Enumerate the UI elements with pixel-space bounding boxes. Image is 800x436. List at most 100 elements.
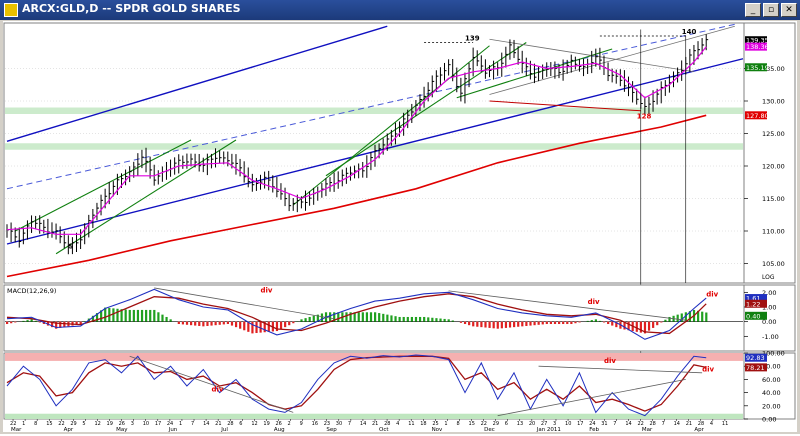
date-tick-label: 14 xyxy=(625,421,631,427)
macd-histogram-bar xyxy=(648,322,650,331)
macd-histogram-bar xyxy=(460,322,462,323)
month-label: Jul xyxy=(220,427,228,432)
price-axis-tick-label: 120.00 xyxy=(762,163,785,171)
macd-histogram-bar xyxy=(578,322,580,323)
macd-histogram-bar xyxy=(607,322,609,324)
macd-histogram-bar xyxy=(411,317,413,322)
macd-histogram-bar xyxy=(439,319,441,322)
price-annotation: 139 xyxy=(465,35,480,43)
macd-histogram-bar xyxy=(562,322,564,324)
month-label: Apr xyxy=(694,427,704,432)
macd-histogram-bar xyxy=(145,310,147,322)
stochastic-panel xyxy=(4,353,795,419)
macd-histogram-bar xyxy=(521,322,523,327)
macd-histogram-bar xyxy=(546,322,548,324)
stochastic-price-tag-label: 78.21 xyxy=(746,364,765,372)
macd-histogram-bar xyxy=(484,322,486,328)
date-tick-label: 15 xyxy=(46,421,52,427)
macd-axis-tick-label: -1.00 xyxy=(762,333,779,341)
macd-histogram-bar xyxy=(161,315,163,322)
app-icon[interactable] xyxy=(4,3,18,17)
month-label: Oct xyxy=(379,427,389,432)
stochastic-div-label: div xyxy=(211,385,223,393)
macd-histogram-bar xyxy=(382,314,384,322)
macd-histogram-bar xyxy=(423,317,425,322)
macd-histogram-bar xyxy=(39,322,41,323)
macd-histogram-bar xyxy=(137,310,139,322)
macd-histogram-bar xyxy=(542,322,544,325)
month-label: Feb xyxy=(589,427,599,432)
price-annotation: S xyxy=(68,243,73,251)
macd-histogram-bar xyxy=(415,317,417,322)
macd-histogram-bar xyxy=(202,322,204,327)
macd-histogram-bar xyxy=(133,310,135,322)
macd-histogram-bar xyxy=(603,322,605,323)
macd-histogram-bar xyxy=(300,319,302,321)
macd-histogram-bar xyxy=(558,322,560,324)
date-tick-label: 3 xyxy=(131,421,134,427)
price-axis-tick-label: 115.00 xyxy=(762,195,785,203)
date-tick-label: 4 xyxy=(396,421,399,427)
date-tick-label: 4 xyxy=(710,421,713,427)
price-annotation: 128 xyxy=(637,113,652,121)
date-tick-label: 21 xyxy=(686,421,692,427)
macd-histogram-bar xyxy=(493,322,495,329)
date-tick-label: 1 xyxy=(179,421,182,427)
date-tick-label: 19 xyxy=(263,421,269,427)
macd-histogram-bar xyxy=(194,322,196,326)
date-tick-label: 1 xyxy=(22,421,25,427)
stochastic-div-label: div xyxy=(702,365,714,373)
date-tick-label: 12 xyxy=(251,421,257,427)
macd-histogram-bar xyxy=(14,322,16,323)
date-tick-label: 7 xyxy=(348,421,351,427)
month-label: May xyxy=(116,427,128,432)
macd-histogram-bar xyxy=(125,310,127,322)
month-label: Dec xyxy=(484,427,495,432)
date-tick-label: 2 xyxy=(288,421,291,427)
stochastic-axis-tick-label: 0.00 xyxy=(762,416,776,424)
date-tick-label: 21 xyxy=(372,421,378,427)
date-tick-label: 11 xyxy=(722,421,728,427)
close-button[interactable]: ✕ xyxy=(781,3,797,17)
date-tick-label: 14 xyxy=(360,421,366,427)
macd-histogram-bar xyxy=(497,322,499,329)
macd-histogram-bar xyxy=(157,312,159,321)
macd-histogram-bar xyxy=(280,322,282,329)
date-tick-label: 7 xyxy=(613,421,616,427)
macd-histogram-bar xyxy=(26,320,28,322)
date-tick-label: 8 xyxy=(34,421,37,427)
month-label: Sep xyxy=(326,427,337,432)
price-price-tag-label: 127.80 xyxy=(746,112,769,120)
date-tick-label: 18 xyxy=(420,421,426,427)
macd-histogram-bar xyxy=(660,322,662,323)
title-bar[interactable]: ARCX:GLD,D -- SPDR GOLD SHARES _ ▫ ✕ xyxy=(0,0,800,20)
macd-histogram-bar xyxy=(370,312,372,321)
macd-histogram-bar xyxy=(251,322,253,334)
macd-histogram-bar xyxy=(116,309,118,322)
macd-histogram-bar xyxy=(170,319,172,321)
price-axis-tick-label: 110.00 xyxy=(762,228,785,236)
maximize-button[interactable]: ▫ xyxy=(763,3,779,17)
price-panel xyxy=(4,23,795,283)
macd-histogram-bar xyxy=(329,312,331,321)
macd-histogram-bar xyxy=(10,322,12,324)
date-tick-label: 5 xyxy=(82,421,85,427)
macd-histogram-bar xyxy=(260,322,262,333)
macd-histogram-bar xyxy=(304,318,306,322)
macd-histogram-bar xyxy=(452,320,454,321)
date-tick-label: 17 xyxy=(577,421,583,427)
macd-histogram-bar xyxy=(255,322,257,333)
stochastic-axis-tick-label: 40.00 xyxy=(762,389,781,397)
date-tick-label: 31 xyxy=(601,421,607,427)
macd-histogram-bar xyxy=(419,317,421,322)
macd-histogram-bar xyxy=(705,313,707,322)
date-tick-label: 10 xyxy=(143,421,149,427)
macd-histogram-bar xyxy=(239,322,241,329)
macd-histogram-bar xyxy=(206,322,208,326)
date-tick-label: 28 xyxy=(227,421,233,427)
price-annotation: 140 xyxy=(682,28,697,36)
macd-histogram-bar xyxy=(227,322,229,324)
minimize-button[interactable]: _ xyxy=(745,3,761,17)
macd-histogram-bar xyxy=(570,322,572,324)
macd-histogram-bar xyxy=(509,322,511,328)
